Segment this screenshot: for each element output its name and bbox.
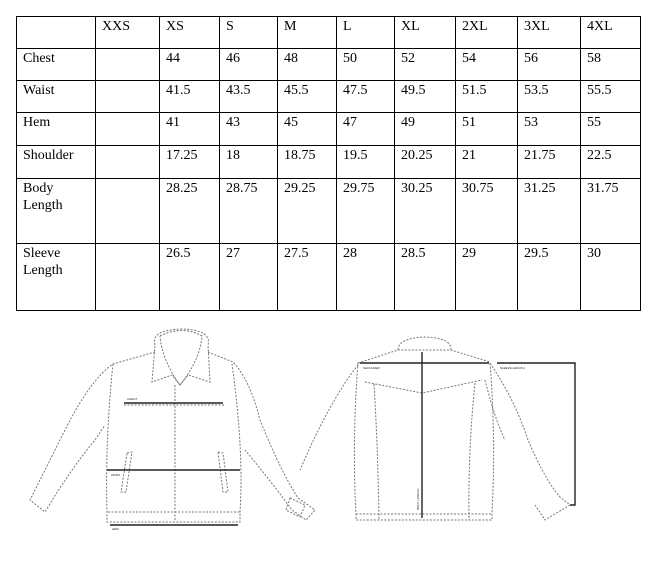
table-row: Body Length 28.25 28.75 29.25 29.75 30.25 30.7…: [16, 178, 641, 244]
size-header: XXS: [95, 16, 160, 49]
measurement-cell: 53.5: [517, 80, 581, 113]
measurement-cell: 45.5: [277, 80, 337, 113]
header-row: XXS XS S M L XL 2XL 3XL 4XL: [16, 16, 641, 49]
size-chart-table: XXS XS S M L XL 2XL 3XL 4XL Chest 44 46 48 50 52 54 56 58…: [16, 16, 641, 311]
measurement-cell: 22.5: [580, 145, 641, 179]
jacket-front: [29, 328, 316, 523]
row-label: Chest: [16, 48, 96, 81]
body-length-measure: BODY LENGTH: [416, 352, 423, 518]
measurement-cell: 41.5: [159, 80, 220, 113]
table-row: Chest 44 46 48 50 52 54 56 58: [16, 48, 641, 81]
table-row: Sleeve Length 26.5 27 27.5 28 28.5 29 29.5 30: [16, 243, 641, 311]
table-row: Shoulder 17.25 18 18.75 19.5 20.25 21 21.75 22.5: [16, 145, 641, 179]
measurement-cell: 49: [394, 112, 456, 146]
measurement-cell: 46: [219, 48, 278, 81]
measurement-cell: 18: [219, 145, 278, 179]
waist-measure: WAIST: [107, 469, 240, 477]
measurement-cell: [95, 243, 160, 311]
svg-text:SLEEVE LENGTH: SLEEVE LENGTH: [500, 366, 525, 370]
size-header: 2XL: [455, 16, 518, 49]
measurement-cell: [95, 178, 160, 244]
measurement-cell: 30: [580, 243, 641, 311]
measurement-cell: 43: [219, 112, 278, 146]
measurement-cell: 58: [580, 48, 641, 81]
measurement-cell: 28: [336, 243, 395, 311]
measurement-cell: 51: [455, 112, 518, 146]
row-label: Hem: [16, 112, 96, 146]
measurement-cell: 49.5: [394, 80, 456, 113]
size-header: S: [219, 16, 278, 49]
measurement-cell: 26.5: [159, 243, 220, 311]
measurement-cell: 47.5: [336, 80, 395, 113]
size-header: L: [336, 16, 395, 49]
measurement-cell: 51.5: [455, 80, 518, 113]
measurement-cell: 43.5: [219, 80, 278, 113]
measurement-cell: 48: [277, 48, 337, 81]
measurement-cell: 28.5: [394, 243, 456, 311]
row-label: Waist: [16, 80, 96, 113]
measurement-cell: 50: [336, 48, 395, 81]
measurement-cell: 17.25: [159, 145, 220, 179]
jacket-back: [299, 336, 571, 521]
measurement-cell: 52: [394, 48, 456, 81]
chest-measure: CHEST: [124, 397, 223, 404]
measurement-cell: [95, 145, 160, 179]
size-header: XS: [159, 16, 220, 49]
measurement-cell: 54: [455, 48, 518, 81]
table-row: Waist 41.5 43.5 45.5 47.5 49.5 51.5 53.5 55.5: [16, 80, 641, 113]
measurement-cell: 31.25: [517, 178, 581, 244]
measurement-cell: 21: [455, 145, 518, 179]
measurement-cell: 28.75: [219, 178, 278, 244]
measurement-cell: 44: [159, 48, 220, 81]
measurement-cell: 47: [336, 112, 395, 146]
measurement-cell: 30.75: [455, 178, 518, 244]
measurement-cell: 29.75: [336, 178, 395, 244]
measurement-cell: 29.5: [517, 243, 581, 311]
measurement-cell: [95, 112, 160, 146]
corner-cell: [16, 16, 96, 49]
measurement-cell: 55: [580, 112, 641, 146]
measurement-cell: 41: [159, 112, 220, 146]
row-label: Body Length: [16, 178, 96, 244]
measurement-cell: 21.75: [517, 145, 581, 179]
measurement-cell: 30.25: [394, 178, 456, 244]
row-label: Sleeve Length: [16, 243, 96, 311]
row-label: Shoulder: [16, 145, 96, 179]
table-row: Hem 41 43 45 47 49 51 53 55: [16, 112, 641, 146]
measurement-cell: 18.75: [277, 145, 337, 179]
measurement-cell: [95, 48, 160, 81]
hem-measure: HEM: [110, 524, 238, 531]
measurement-cell: 19.5: [336, 145, 395, 179]
measurement-cell: 27.5: [277, 243, 337, 311]
size-header: 4XL: [580, 16, 641, 49]
measurement-cell: 20.25: [394, 145, 456, 179]
measurement-cell: 31.75: [580, 178, 641, 244]
measurement-cell: 29.25: [277, 178, 337, 244]
svg-text:WAIST: WAIST: [111, 473, 121, 477]
measurement-cell: 53: [517, 112, 581, 146]
size-header: 3XL: [517, 16, 581, 49]
measurement-cell: 55.5: [580, 80, 641, 113]
measurement-cell: 28.25: [159, 178, 220, 244]
measurement-cell: 29: [455, 243, 518, 311]
size-header: XL: [394, 16, 456, 49]
measurement-cell: 56: [517, 48, 581, 81]
svg-text:CHEST: CHEST: [127, 397, 137, 401]
jacket-measurement-diagram: CHEST WAIST HEM SHOULDER SL: [29, 328, 576, 531]
measurement-cell: 45: [277, 112, 337, 146]
shoulder-measure: SHOULDER: [360, 362, 489, 370]
size-header: M: [277, 16, 337, 49]
measurement-cell: 27: [219, 243, 278, 311]
svg-text:HEM: HEM: [112, 527, 119, 531]
svg-text:BODY LENGTH: BODY LENGTH: [416, 489, 420, 510]
measurement-cell: [95, 80, 160, 113]
sleeve-length-measure: SLEEVE LENGTH: [497, 362, 576, 506]
svg-text:SHOULDER: SHOULDER: [363, 366, 381, 370]
